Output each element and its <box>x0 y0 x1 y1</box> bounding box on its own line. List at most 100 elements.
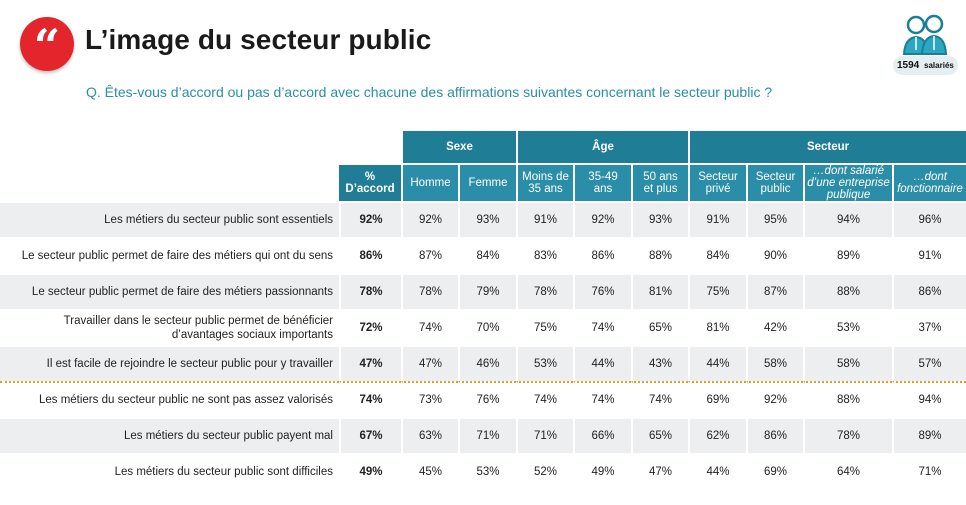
cell-value: 74% <box>573 309 632 345</box>
table-row: Le secteur public permet de faire des mé… <box>0 237 966 273</box>
col-homme: Homme <box>401 163 458 201</box>
cell-value: 43% <box>631 345 689 381</box>
row-label: Les métiers du secteur public sont essen… <box>0 201 339 237</box>
cell-value: 94% <box>892 381 966 417</box>
cell-total: 86% <box>339 237 401 273</box>
column-header-row: % D’accord Homme Femme Moins de 35 ans 35… <box>0 163 966 201</box>
cell-total: 78% <box>339 273 401 309</box>
cell-value: 49% <box>573 453 632 489</box>
cell-value: 46% <box>458 345 517 381</box>
cell-value: 76% <box>573 273 632 309</box>
cell-value: 44% <box>573 345 632 381</box>
cell-value: 74% <box>401 309 458 345</box>
two-people-icon <box>902 14 948 55</box>
cell-value: 89% <box>892 417 966 453</box>
table-row: Les métiers du secteur public sont diffi… <box>0 453 966 489</box>
cell-value: 75% <box>516 309 574 345</box>
row-label: Les métiers du secteur public sont diffi… <box>0 453 339 489</box>
cell-value: 87% <box>401 237 458 273</box>
cell-value: 44% <box>688 345 747 381</box>
cell-value: 74% <box>516 381 574 417</box>
cell-value: 62% <box>688 417 747 453</box>
cell-value: 79% <box>458 273 517 309</box>
cell-value: 45% <box>401 453 458 489</box>
row-label: Le secteur public permet de faire des mé… <box>0 237 339 273</box>
cell-value: 92% <box>401 201 458 237</box>
cell-value: 83% <box>516 237 574 273</box>
table-row: Il est facile de rejoindre le secteur pu… <box>0 345 966 381</box>
cell-value: 74% <box>573 381 632 417</box>
cell-value: 92% <box>573 201 632 237</box>
sample-count-unit: salariés <box>924 61 954 70</box>
cell-value: 69% <box>746 453 804 489</box>
cell-value: 90% <box>746 237 804 273</box>
cell-value: 91% <box>516 201 574 237</box>
cell-value: 94% <box>803 201 893 237</box>
quote-badge: “ <box>20 17 74 73</box>
cell-value: 81% <box>631 273 689 309</box>
group-age: Âge <box>516 131 689 163</box>
cell-value: 88% <box>803 381 893 417</box>
cell-value: 73% <box>401 381 458 417</box>
table-row: Les métiers du secteur public ne sont pa… <box>0 381 966 417</box>
cell-value: 91% <box>892 237 966 273</box>
sample-size-badge: 1594 salariés <box>893 12 959 76</box>
cell-total: 67% <box>339 417 401 453</box>
row-label: Les métiers du secteur public payent mal <box>0 417 339 453</box>
cell-value: 95% <box>746 201 804 237</box>
cell-value: 47% <box>401 345 458 381</box>
table-row: Travailler dans le secteur public permet… <box>0 309 966 345</box>
cell-value: 87% <box>746 273 804 309</box>
col-age-50-plus: 50 ans et plus <box>631 163 689 201</box>
results-table: Sexe Âge Secteur % D’accord Homme Femme … <box>0 131 966 489</box>
cell-value: 86% <box>892 273 966 309</box>
cell-value: 86% <box>573 237 632 273</box>
cell-total: 72% <box>339 309 401 345</box>
cell-value: 58% <box>746 345 804 381</box>
row-label: Il est facile de rejoindre le secteur pu… <box>0 345 339 381</box>
cell-value: 93% <box>631 201 689 237</box>
cell-value: 75% <box>688 273 747 309</box>
row-label: Les métiers du secteur public ne sont pa… <box>0 381 339 417</box>
cell-value: 57% <box>892 345 966 381</box>
cell-value: 91% <box>688 201 747 237</box>
cell-total: 92% <box>339 201 401 237</box>
cell-value: 71% <box>458 417 517 453</box>
cell-value: 65% <box>631 309 689 345</box>
group-secteur: Secteur <box>688 131 966 163</box>
cell-value: 71% <box>892 453 966 489</box>
cell-value: 84% <box>458 237 517 273</box>
cell-value: 78% <box>803 417 893 453</box>
sample-count: 1594 salariés <box>893 56 958 75</box>
col-entreprise-publique: …dont salarié d’une entreprise publique <box>803 163 893 201</box>
cell-value: 52% <box>516 453 574 489</box>
col-secteur-prive: Secteur privé <box>688 163 747 201</box>
cell-total: 47% <box>339 345 401 381</box>
page-title: L’image du secteur public <box>85 24 432 55</box>
cell-value: 78% <box>516 273 574 309</box>
cell-value: 74% <box>631 381 689 417</box>
group-sexe: Sexe <box>401 131 517 163</box>
col-femme: Femme <box>458 163 517 201</box>
cell-value: 64% <box>803 453 893 489</box>
quote-icon: “ <box>33 19 61 73</box>
cell-value: 89% <box>803 237 893 273</box>
cell-value: 88% <box>631 237 689 273</box>
cell-value: 42% <box>746 309 804 345</box>
sample-count-value: 1594 <box>897 60 920 71</box>
group-header-row: Sexe Âge Secteur <box>0 131 966 163</box>
table-row: Les métiers du secteur public payent mal… <box>0 417 966 453</box>
cell-value: 53% <box>803 309 893 345</box>
row-label: Le secteur public permet de faire des mé… <box>0 273 339 309</box>
cell-value: 53% <box>458 453 517 489</box>
col-fonctionnaire: …dont fonctionnaire <box>892 163 966 201</box>
cell-value: 76% <box>458 381 517 417</box>
cell-value: 93% <box>458 201 517 237</box>
cell-value: 84% <box>688 237 747 273</box>
cell-total: 49% <box>339 453 401 489</box>
cell-value: 81% <box>688 309 747 345</box>
cell-value: 78% <box>401 273 458 309</box>
cell-value: 47% <box>631 453 689 489</box>
cell-value: 71% <box>516 417 574 453</box>
cell-value: 63% <box>401 417 458 453</box>
